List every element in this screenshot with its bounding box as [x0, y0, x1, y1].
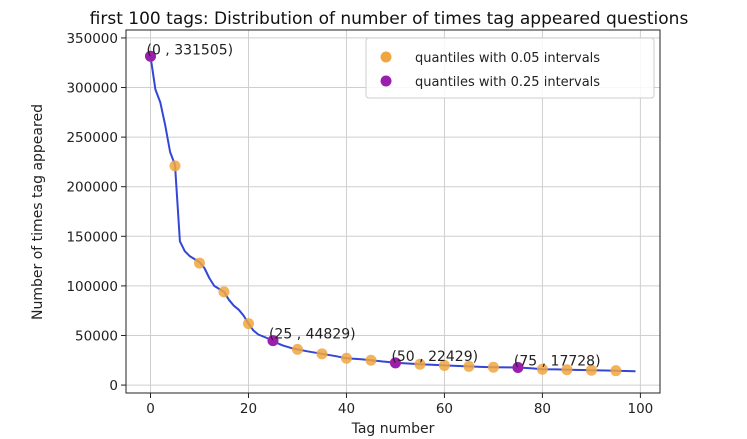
legend-marker-q25: [380, 75, 392, 87]
y-tick-label: 0: [109, 378, 118, 394]
annotation-label: (0 , 331505): [146, 42, 233, 58]
quantile-005-point: [438, 359, 450, 371]
quantile-005-point: [218, 286, 230, 298]
distribution-line: [149, 56, 636, 373]
chart-title: first 100 tags: Distribution of number o…: [90, 9, 689, 29]
quantile-025-point: [144, 50, 156, 62]
quantile-005-point: [585, 364, 597, 376]
plot-frame: [125, 29, 661, 394]
quantile-005-point: [487, 361, 499, 373]
ticks: 0 20 40 60 80 100 0 50000 100000 150000 200000 2500…: [66, 31, 653, 417]
quantile-005-point: [536, 363, 548, 375]
quantile-005-point: [463, 360, 475, 372]
annotation-label: (25 , 44829): [269, 327, 356, 343]
quantile-005-point: [365, 354, 377, 366]
quantile-005-point: [340, 352, 352, 364]
line-layer: [149, 56, 636, 373]
quantile-005-point: [193, 257, 205, 269]
quantile-025-point: [267, 335, 279, 347]
quantile-025-point: [389, 357, 401, 369]
x-tick-label: 100: [628, 401, 654, 417]
quantile-005-point: [242, 318, 254, 330]
quantile-005-point: [169, 160, 181, 172]
quantile-005-point: [610, 365, 622, 377]
quantile-005-point: [561, 364, 573, 376]
legend-label-q05: quantiles with 0.05 intervals: [415, 51, 600, 66]
quantile-005-point: [291, 343, 303, 355]
y-axis-label: Number of times tag appeared: [30, 104, 46, 320]
legend-label-q25: quantiles with 0.25 intervals: [415, 75, 600, 90]
x-tick-label: 40: [338, 401, 355, 417]
x-tick-label: 60: [436, 401, 453, 417]
y-tick-label: 50000: [75, 328, 118, 344]
y-tick-label: 150000: [66, 229, 118, 245]
x-tick-label: 80: [534, 401, 551, 417]
quantile-005-point: [414, 358, 426, 370]
x-tick-label: 20: [240, 401, 257, 417]
x-tick-label: 0: [146, 401, 155, 417]
y-tick-label: 200000: [66, 180, 118, 196]
annotation-label: (75 , 17728): [514, 353, 601, 369]
points-layer: [144, 50, 622, 377]
y-tick-label: 350000: [66, 31, 118, 47]
quantile-025-point: [512, 361, 524, 373]
x-axis-label: Tag number: [351, 421, 435, 437]
quantile-005-point: [316, 348, 328, 360]
legend-marker-q05: [380, 51, 392, 63]
legend: quantiles with 0.05 intervals quantiles …: [365, 37, 655, 99]
annotations: (0 , 331505) (25 , 44829) (50 , 22429) (75 …: [146, 42, 600, 369]
y-tick-label: 100000: [66, 279, 118, 295]
y-tick-label: 250000: [66, 130, 118, 146]
annotation-label: (50 , 22429): [391, 349, 478, 365]
y-tick-label: 300000: [66, 81, 118, 97]
legend-box: [365, 37, 655, 99]
